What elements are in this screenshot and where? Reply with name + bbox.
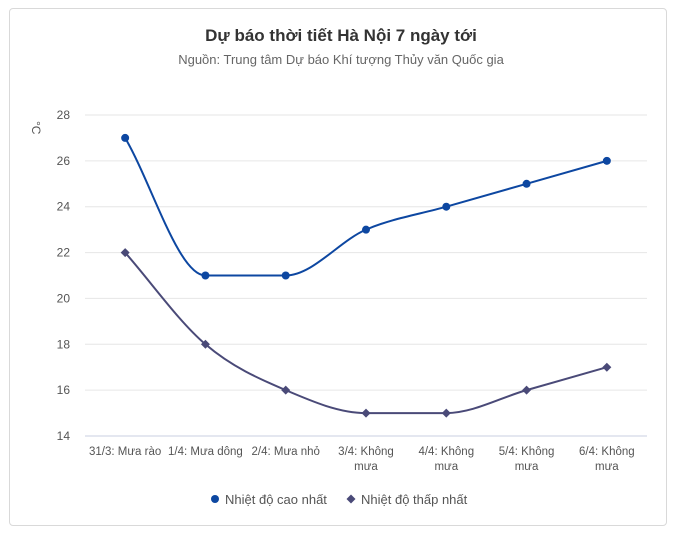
data-point[interactable] [201, 271, 210, 280]
x-tick-label: 3/4: Không mưa [338, 446, 394, 473]
data-point[interactable] [522, 179, 531, 188]
data-point[interactable] [362, 225, 370, 234]
y-tick-label: 28 [57, 108, 71, 122]
x-tick-label: 5/4: Không mưa [499, 446, 555, 473]
y-axis-label: °C [29, 121, 43, 135]
y-tick-label: 22 [57, 246, 71, 260]
legend-marker [346, 494, 356, 504]
data-point[interactable] [442, 202, 451, 211]
y-axis-ticks: 14 16 18 20 22 24 26 28 [57, 108, 71, 443]
x-axis-ticks: 31/3: Mưa rào 1/4: Mưa dông 2/4: Mưa nhỏ 3/… [89, 446, 635, 473]
legend: Nhiệt độ cao nhất Nhiệt độ thấp nhất [211, 492, 468, 507]
chart-subtitle: Nguồn: Trung tâm Dự báo Khí tượng Thủy v… [178, 52, 504, 67]
x-tick-label: 2/4: Mưa nhỏ [251, 446, 319, 458]
chart-title: Dự báo thời tiết Hà Nội 7 ngày tới [205, 26, 477, 45]
y-tick-label: 20 [57, 291, 71, 305]
data-point[interactable] [522, 385, 532, 395]
y-tick-label: 24 [57, 200, 71, 214]
x-tick-label: 6/4: Không mưa [579, 446, 635, 473]
data-point[interactable] [200, 339, 210, 349]
data-point[interactable] [120, 248, 130, 258]
legend-item[interactable]: Nhiệt độ cao nhất [225, 492, 327, 507]
series-markers [120, 133, 612, 418]
series-line [124, 251, 608, 415]
legend-marker [211, 495, 219, 503]
chart-card [9, 8, 667, 526]
legend-item[interactable]: Nhiệt độ thấp nhất [361, 492, 468, 507]
x-tick-label: 1/4: Mưa dông [168, 446, 243, 458]
data-point[interactable] [281, 271, 290, 280]
series-lines [124, 137, 608, 415]
x-tick-label: 4/4: Không mưa [418, 446, 474, 473]
gridlines [85, 114, 647, 437]
data-point[interactable] [602, 362, 612, 372]
data-point[interactable] [602, 156, 611, 165]
x-tick-label: 31/3: Mưa rào [89, 446, 161, 458]
data-point[interactable] [281, 385, 291, 395]
y-tick-label: 18 [57, 337, 71, 351]
data-point[interactable] [361, 408, 371, 418]
y-tick-label: 16 [57, 383, 71, 397]
data-point[interactable] [441, 408, 451, 418]
y-tick-label: 14 [57, 429, 71, 443]
data-point[interactable] [121, 133, 130, 142]
y-tick-label: 26 [57, 154, 71, 168]
